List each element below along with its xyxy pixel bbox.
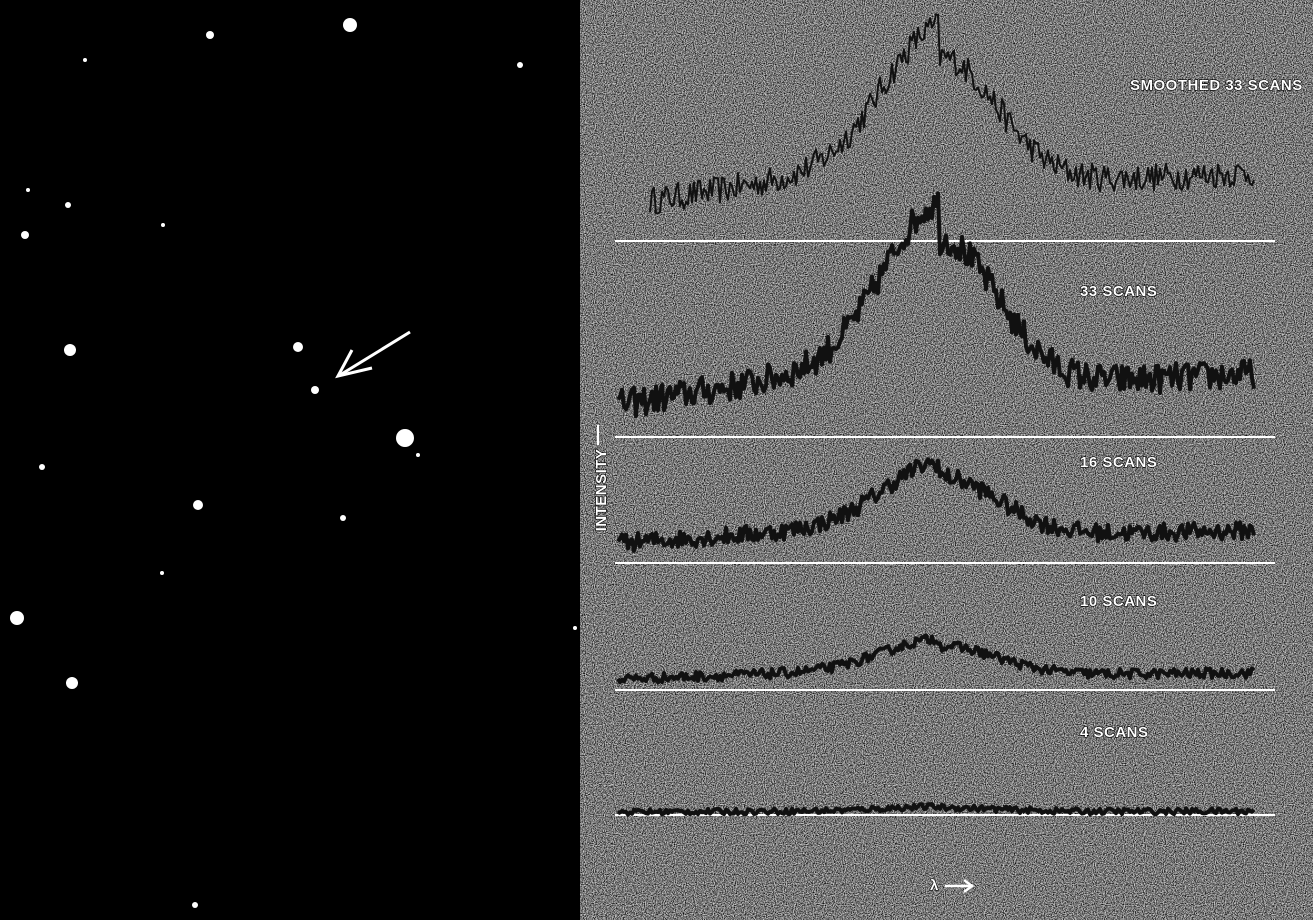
page: {"spectra": {"traces": [ {"label": "SMOO… <box>0 0 1313 920</box>
x-axis-label: λ <box>930 877 939 894</box>
photo-grain <box>580 0 1313 920</box>
trace-label: SMOOTHED 33 SCANS <box>1130 77 1303 94</box>
star-field <box>0 0 580 920</box>
star-field-background <box>0 0 580 920</box>
trace-label: 4 SCANS <box>1080 724 1149 741</box>
trace-label: 33 SCANS <box>1080 283 1157 300</box>
y-axis-label: INTENSITY <box>593 449 610 532</box>
spectra-panel: SMOOTHED 33 SCANS 33 SCANS 16 SCANS 10 SCAN… <box>580 0 1313 920</box>
trace-label: 16 SCANS <box>1080 454 1157 471</box>
trace-label: 10 SCANS <box>1080 593 1157 610</box>
figure: SMOOTHED 33 SCANS 33 SCANS 16 SCANS 10 SCAN… <box>0 0 1313 920</box>
